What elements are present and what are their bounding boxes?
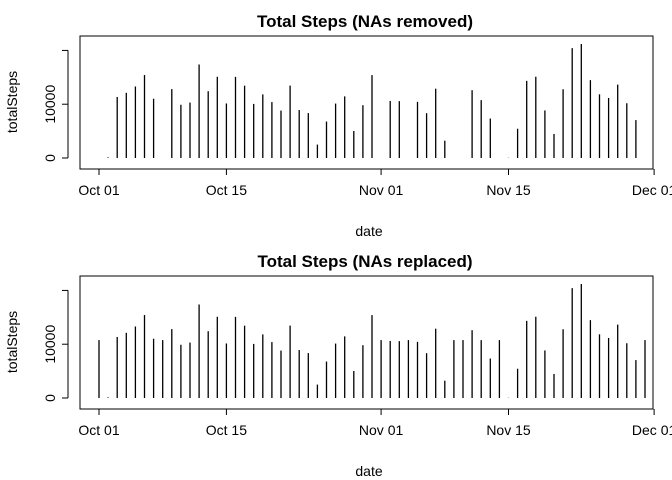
x-tick-label: Nov 15 [486, 182, 531, 198]
x-tick-label: Oct 01 [78, 422, 119, 438]
y-tick-label: 10000 [42, 325, 58, 364]
x-tick-label: Oct 15 [206, 182, 247, 198]
y-axis-label: totalSteps [4, 71, 20, 133]
bar-series [107, 44, 637, 158]
y-axis-label: totalSteps [4, 311, 20, 373]
y-tick-label: 0 [42, 394, 58, 402]
x-tick-label: Nov 15 [486, 422, 531, 438]
plot-frame [79, 275, 654, 410]
x-tick-label: Oct 15 [206, 422, 247, 438]
y-axis: 0 10000 [42, 49, 69, 162]
x-axis: Oct 01 Oct 15 Nov 01 Nov 15 Dec 01 [78, 409, 672, 438]
x-tick-label: Dec 01 [632, 182, 672, 198]
chart-panel-nas-replaced: Total Steps (NAs replaced) 0 10000 Oct 01… [4, 252, 672, 479]
x-tick-label: Oct 01 [78, 182, 119, 198]
x-axis-label: date [355, 463, 382, 479]
x-tick-label: Nov 01 [359, 182, 404, 198]
chart-title: Total Steps (NAs removed) [257, 12, 473, 31]
x-tick-label: Dec 01 [632, 422, 672, 438]
chart-title: Total Steps (NAs replaced) [257, 252, 472, 271]
y-axis: 0 10000 [42, 289, 69, 402]
plot-frame [79, 35, 654, 170]
x-axis: Oct 01 Oct 15 Nov 01 Nov 15 Dec 01 [78, 169, 672, 198]
y-tick-label: 10000 [42, 85, 58, 124]
x-axis-label: date [355, 223, 382, 239]
y-tick-label: 0 [42, 154, 58, 162]
bar-series [98, 284, 646, 398]
x-tick-label: Nov 01 [359, 422, 404, 438]
